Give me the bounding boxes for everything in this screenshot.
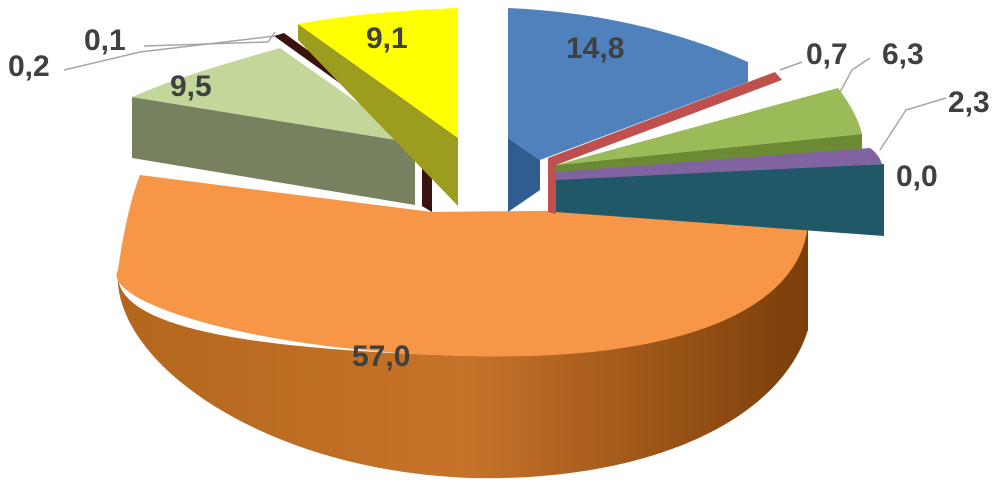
slice-14-8-side <box>508 138 540 212</box>
leader-line-0-1 <box>143 31 276 47</box>
label-9-5: 9,5 <box>170 70 212 103</box>
slice-57-side <box>117 215 809 479</box>
slice-0-0 <box>556 164 884 236</box>
slice-2-3-shape <box>556 148 882 182</box>
slice-6-3-top <box>556 88 862 165</box>
slice-14-8 <box>508 8 748 212</box>
slice-14-8-top <box>508 8 748 160</box>
label-0-1: 0,1 <box>84 24 126 57</box>
leader-line-2-3 <box>879 97 947 151</box>
slice-9-1 <box>298 8 458 206</box>
label-0-7: 0,7 <box>806 38 848 71</box>
slice-57-top <box>116 175 809 357</box>
leader-line-6-3 <box>839 57 871 93</box>
slice-57 <box>116 175 809 479</box>
slice-9-1-side <box>298 24 458 206</box>
slice-0-0-front <box>556 164 884 236</box>
label-14-8: 14,8 <box>566 32 624 65</box>
label-0-0: 0,0 <box>896 160 938 193</box>
slice-9-5-side <box>132 97 415 205</box>
label-2-3: 2,3 <box>948 86 990 119</box>
slice-0-7-shape <box>548 72 782 214</box>
slice-9-5-top <box>132 48 415 143</box>
leader-line-0-7 <box>779 61 803 71</box>
slice-9-1-top <box>298 8 458 138</box>
slice-0-7 <box>548 72 782 214</box>
label-9-1: 9,1 <box>366 22 408 55</box>
leader-line-0-2 <box>63 35 276 71</box>
slice-2-3 <box>556 148 882 182</box>
slice-9-5 <box>132 48 415 205</box>
label-6-3: 6,3 <box>882 38 924 71</box>
label-0-2: 0,2 <box>8 50 50 83</box>
label-57-0: 57,0 <box>352 340 410 373</box>
